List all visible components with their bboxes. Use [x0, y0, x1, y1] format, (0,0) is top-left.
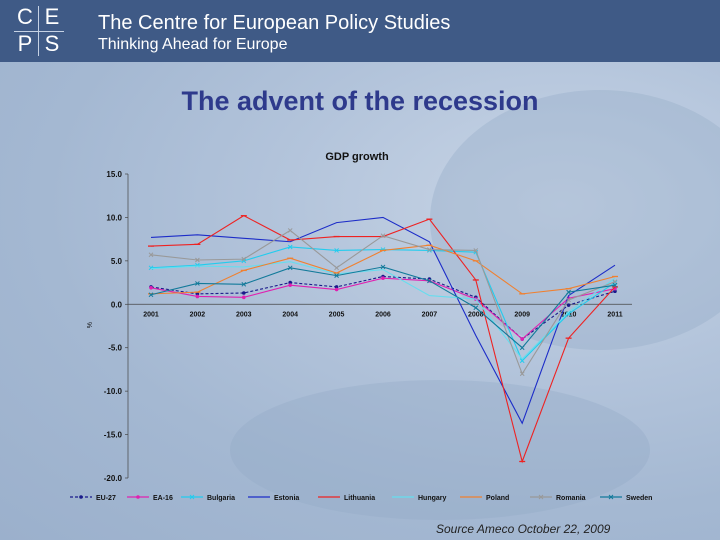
- chart-title: GDP growth: [325, 151, 389, 163]
- data-point: [195, 257, 200, 263]
- y-tick-label: -20.0: [104, 474, 123, 483]
- y-tick-label: -5.0: [108, 344, 122, 353]
- data-point: [334, 285, 339, 289]
- data-point: [287, 228, 293, 233]
- legend-marker: [136, 495, 140, 499]
- y-tick-label: 15.0: [106, 170, 122, 179]
- x-tick-label: 2008: [468, 311, 484, 318]
- data-point: [519, 371, 525, 377]
- data-point: [334, 265, 339, 271]
- data-point: [242, 291, 246, 295]
- data-point: [380, 233, 386, 239]
- y-tick-label: -10.0: [104, 387, 123, 396]
- x-tick-label: 2009: [514, 311, 530, 318]
- legend-label: Sweden: [626, 495, 652, 502]
- x-tick-label: 2011: [607, 311, 622, 318]
- y-tick-label: 10.0: [106, 213, 122, 222]
- data-point: [566, 289, 571, 295]
- legend-label: Hungary: [418, 495, 447, 502]
- cepss-logo: C E P S: [14, 6, 64, 56]
- data-point: [288, 280, 293, 285]
- series-line-lithuania: [150, 215, 616, 464]
- series-line-ea-16: [150, 277, 616, 340]
- legend-label: Bulgaria: [207, 495, 235, 502]
- data-point: [195, 292, 200, 296]
- x-tick-label: 2010: [561, 311, 577, 318]
- data-point: [613, 289, 617, 294]
- data-point: [149, 285, 153, 290]
- x-tick-label: 2004: [282, 311, 298, 318]
- data-point: [612, 279, 618, 285]
- legend-label: EA-16: [153, 495, 173, 502]
- logo-letter: S: [44, 31, 60, 56]
- data-point: [242, 295, 246, 300]
- header-bar: C E P S The Centre for European Policy S…: [0, 0, 720, 62]
- data-point: [566, 311, 571, 317]
- logo-letter: P: [17, 31, 33, 56]
- data-point: [520, 337, 524, 341]
- series-line-estonia: [150, 216, 616, 425]
- data-point: [519, 345, 525, 351]
- data-point: [288, 283, 293, 287]
- legend-label: Estonia: [274, 495, 299, 502]
- data-point: [380, 264, 386, 270]
- x-tick-label: 2001: [143, 311, 159, 318]
- source-note: Source Ameco October 22, 2009: [436, 522, 611, 536]
- data-point: [195, 294, 200, 299]
- legend-marker: [79, 495, 83, 499]
- data-point: [334, 273, 339, 278]
- legend-label: EU-27: [96, 495, 116, 502]
- slide-title: The advent of the recession: [181, 86, 539, 116]
- data-point: [473, 305, 479, 311]
- x-tick-label: 2002: [190, 311, 206, 318]
- data-point: [566, 303, 571, 307]
- x-tick-label: 2006: [375, 311, 391, 318]
- data-point: [148, 252, 154, 258]
- series-line-hungary: [150, 261, 616, 360]
- header-title: The Centre for European Policy Studies: [98, 12, 451, 34]
- series-line-romania: [150, 229, 616, 376]
- y-tick-label: -15.0: [104, 431, 123, 440]
- data-point: [427, 247, 432, 252]
- legend-label: Lithuania: [344, 495, 375, 502]
- data-point: [241, 256, 247, 262]
- logo-letter: E: [44, 4, 60, 29]
- y-tick-label: 0.0: [111, 300, 123, 309]
- data-point: [195, 281, 200, 286]
- header-subtitle: Thinking Ahead for Europe: [98, 36, 288, 53]
- map-background: [430, 90, 720, 350]
- legend-label: Romania: [556, 495, 586, 502]
- data-point: [427, 278, 432, 284]
- map-background-land: [230, 380, 650, 520]
- legend-marker: [538, 494, 544, 500]
- data-point: [519, 358, 525, 364]
- logo-letter: C: [17, 4, 33, 29]
- legend-marker: [608, 494, 614, 500]
- series-line-eu-27: [150, 275, 616, 340]
- legend-marker: [189, 494, 195, 500]
- logo-divider: [14, 31, 64, 32]
- series-line-bulgaria: [150, 246, 616, 362]
- data-point: [334, 248, 339, 253]
- data-point: [334, 287, 339, 292]
- data-point: [148, 292, 154, 298]
- legend-label: Poland: [486, 495, 509, 502]
- x-tick-label: 2003: [236, 311, 252, 318]
- data-point: [566, 297, 571, 303]
- data-point: [287, 265, 293, 271]
- data-point: [381, 276, 385, 281]
- data-point: [612, 282, 618, 288]
- x-tick-label: 2005: [329, 311, 345, 318]
- y-axis-label: %: [87, 322, 94, 328]
- data-point: [473, 248, 479, 253]
- data-point: [241, 281, 247, 287]
- x-tick-label: 2007: [422, 311, 438, 318]
- y-tick-label: 5.0: [111, 257, 123, 266]
- data-point: [287, 244, 293, 250]
